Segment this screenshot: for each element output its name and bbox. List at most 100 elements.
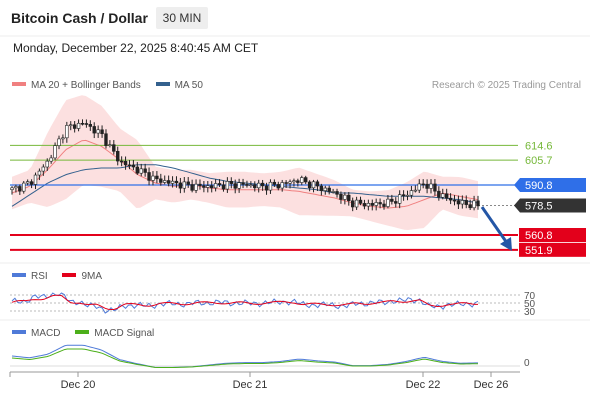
candle bbox=[41, 164, 46, 176]
candle-body bbox=[319, 185, 324, 191]
candle-body bbox=[433, 183, 437, 192]
candle bbox=[319, 183, 324, 196]
candle bbox=[343, 192, 347, 205]
candle-body bbox=[268, 181, 273, 191]
candle bbox=[347, 192, 351, 206]
x-label-dec26: Dec 26 bbox=[474, 379, 509, 391]
candle-body bbox=[80, 122, 85, 125]
candle bbox=[390, 194, 394, 205]
candle bbox=[25, 179, 30, 186]
legend-macd-signal-swatch bbox=[75, 330, 90, 335]
candle-body bbox=[456, 200, 461, 205]
candle-body bbox=[362, 203, 367, 207]
candle-body bbox=[343, 194, 347, 200]
candle-body bbox=[92, 126, 96, 134]
interval-selector[interactable]: 30 MIN bbox=[156, 7, 208, 29]
candle bbox=[69, 121, 73, 131]
candle-body bbox=[10, 187, 14, 190]
candle bbox=[100, 125, 104, 138]
candle bbox=[29, 179, 34, 189]
candle bbox=[245, 180, 249, 188]
candle-body bbox=[225, 181, 230, 190]
candle bbox=[213, 179, 218, 192]
candle-body bbox=[335, 191, 339, 195]
legend-macd-label: MACD bbox=[31, 328, 61, 339]
candle-body bbox=[217, 183, 222, 186]
candle-body bbox=[245, 184, 249, 186]
candle-body bbox=[421, 183, 425, 186]
candle-body bbox=[237, 182, 241, 189]
candle bbox=[170, 176, 175, 188]
candle bbox=[327, 185, 331, 195]
rsi-tick-70: 70 bbox=[524, 291, 536, 302]
legend-ma20-label: MA 20 + Bollinger Bands bbox=[31, 80, 141, 91]
rsi-panel: 70 50 30 bbox=[10, 291, 536, 318]
candle-body bbox=[429, 183, 433, 189]
candle-body bbox=[123, 160, 128, 166]
candle-body bbox=[452, 199, 457, 202]
candle-body bbox=[300, 177, 304, 183]
candle-body bbox=[460, 200, 465, 205]
candle-body bbox=[358, 199, 363, 204]
candle bbox=[441, 188, 445, 200]
level-label-605-7: 605.7 bbox=[525, 155, 553, 167]
candle-body bbox=[264, 185, 269, 191]
legend-rsi-label: RSI bbox=[31, 271, 48, 282]
candle-body bbox=[25, 181, 30, 184]
legend-ma50-swatch bbox=[155, 82, 170, 87]
candle-body bbox=[84, 123, 89, 125]
macd-panel: 0 bbox=[10, 344, 530, 369]
candle-body bbox=[45, 160, 49, 168]
candle-body bbox=[163, 180, 167, 183]
candle bbox=[123, 156, 128, 170]
candle-body bbox=[155, 175, 159, 180]
candle bbox=[374, 198, 378, 211]
candle-body bbox=[468, 204, 472, 209]
legend-macd-swatch bbox=[12, 330, 26, 335]
candle bbox=[413, 185, 418, 193]
candle-body bbox=[331, 191, 335, 193]
title-bar: Bitcoin Cash / Dollar 30 MIN bbox=[0, 0, 590, 36]
level-labels: 614.6 605.7 590.8 578.5 560.8 551.9 bbox=[514, 140, 586, 257]
level-label-text: 551.9 bbox=[525, 245, 553, 257]
candle bbox=[378, 198, 382, 209]
candle bbox=[456, 195, 461, 209]
candle-body bbox=[170, 180, 175, 184]
legend-rsi: RSI bbox=[12, 271, 48, 282]
candle bbox=[476, 195, 480, 210]
candle bbox=[186, 177, 190, 188]
bollinger-band-fill bbox=[12, 95, 478, 230]
level-label-text: 605.7 bbox=[525, 155, 553, 167]
level-label-text: 578.5 bbox=[525, 201, 553, 213]
candle bbox=[331, 188, 335, 194]
candle bbox=[339, 191, 343, 204]
candle bbox=[84, 119, 89, 128]
candle-body bbox=[390, 198, 394, 202]
candle-body bbox=[88, 124, 93, 127]
candle-body bbox=[213, 183, 218, 189]
level-label-box bbox=[519, 228, 586, 242]
candle bbox=[210, 181, 214, 193]
macd-legend: MACD MACD Signal bbox=[12, 328, 166, 339]
candle-body bbox=[151, 175, 155, 181]
macd-signal-series bbox=[11, 348, 478, 368]
candle-body bbox=[61, 137, 65, 140]
candle bbox=[417, 179, 421, 193]
candle bbox=[335, 188, 339, 198]
candle bbox=[194, 179, 198, 194]
candle bbox=[37, 168, 42, 181]
candle-body bbox=[159, 178, 163, 183]
candle bbox=[311, 179, 316, 193]
candle-body bbox=[413, 189, 418, 192]
candle-body bbox=[65, 125, 69, 139]
candle bbox=[80, 119, 85, 126]
candle-body bbox=[464, 200, 468, 205]
candle bbox=[394, 197, 398, 208]
candle bbox=[147, 167, 151, 186]
macd-tick-0: 0 bbox=[524, 358, 530, 369]
candle bbox=[260, 179, 265, 191]
candle-body bbox=[57, 138, 61, 146]
level-label-560-8: 560.8 bbox=[519, 228, 586, 242]
candle-body bbox=[135, 166, 140, 174]
